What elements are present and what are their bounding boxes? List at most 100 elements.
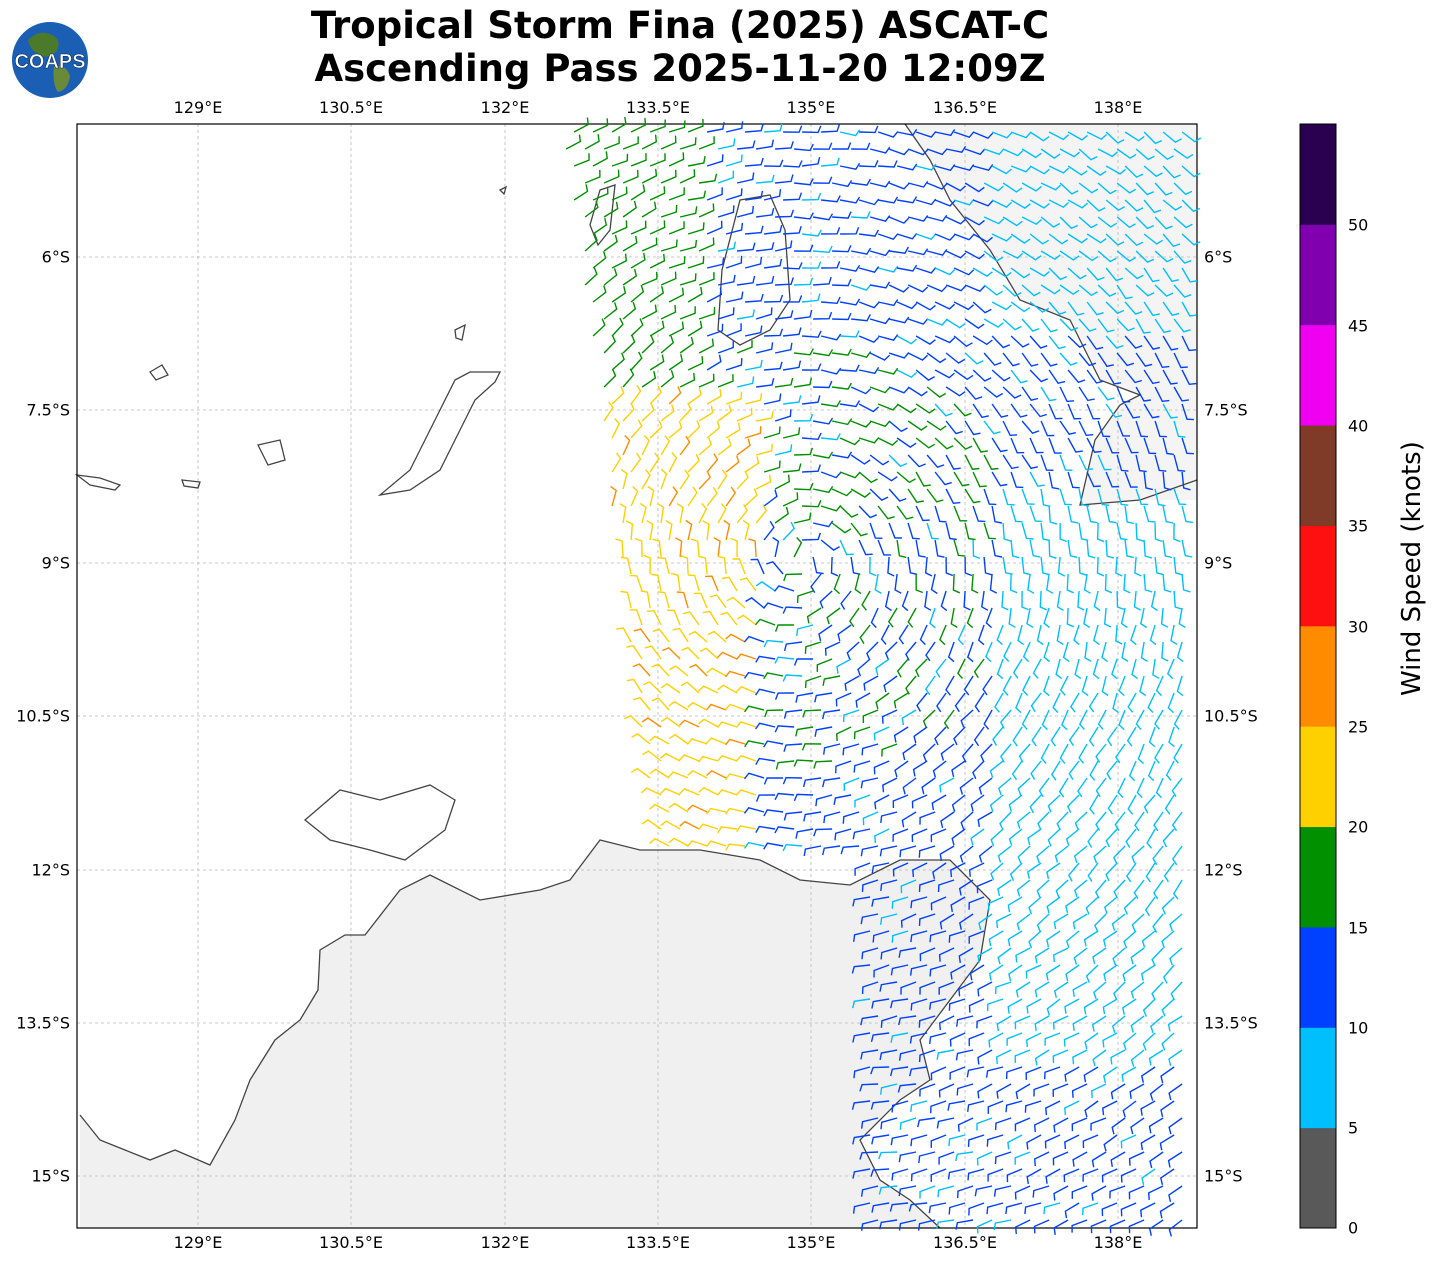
- wind-barb: [1026, 998, 1042, 1014]
- wind-barb: [1086, 199, 1106, 212]
- wind-barb: [953, 131, 975, 139]
- wind-barb: [1094, 913, 1107, 933]
- wind-barb: [641, 335, 655, 354]
- wind-barb: [630, 452, 642, 473]
- wind-barb: [1141, 930, 1156, 948]
- wind-barb: [972, 437, 988, 453]
- wind-barb: [1010, 335, 1030, 348]
- wind-barb: [1121, 641, 1129, 662]
- wind-barb: [915, 658, 928, 678]
- wind-barb: [755, 504, 768, 524]
- wind-barb: [1059, 352, 1078, 366]
- wind-barb: [1143, 505, 1156, 523]
- wind-barb: [813, 380, 833, 389]
- wind-barb: [986, 1202, 1004, 1215]
- wind-barb: [1040, 250, 1061, 261]
- wind-barb: [1077, 777, 1088, 798]
- wind-barb: [1044, 1032, 1061, 1046]
- wind-barb: [1140, 641, 1148, 663]
- wind-barb: [931, 794, 947, 811]
- wind-barb: [1086, 131, 1108, 141]
- wind-barb: [1161, 641, 1169, 662]
- wind-barb: [1124, 403, 1141, 419]
- wind-barb: [668, 420, 683, 439]
- wind-barb: [803, 811, 822, 822]
- wind-barb: [1181, 437, 1194, 455]
- wind-barb: [1172, 879, 1183, 900]
- wind-barb: [1016, 879, 1031, 897]
- wind-barb: [953, 198, 975, 206]
- wind-barb: [1034, 1049, 1050, 1066]
- wind-barb: [1103, 1066, 1118, 1083]
- wind-barb: [988, 964, 1004, 981]
- wind-barb: [793, 759, 814, 767]
- wind-barb: [890, 998, 909, 1009]
- wind-barb: [1005, 1066, 1023, 1080]
- wind-barb: [1009, 573, 1018, 594]
- wind-barb: [953, 369, 974, 381]
- wind-barb: [641, 237, 658, 252]
- wind-barb: [725, 807, 746, 815]
- wind-barb: [676, 503, 684, 524]
- wind-barb: [1021, 318, 1040, 332]
- wind-barb: [702, 520, 710, 541]
- wind-barb: [881, 709, 898, 724]
- wind-barb: [1124, 505, 1135, 525]
- wind-barb: [889, 1202, 909, 1212]
- wind-barb: [879, 845, 898, 857]
- wind-barb: [859, 125, 879, 134]
- wind-barb: [641, 271, 658, 286]
- wind-barb: [858, 266, 880, 274]
- wind-barb: [832, 312, 852, 321]
- wind-barb: [1133, 590, 1142, 611]
- wind-barb: [896, 539, 907, 559]
- wind-barb: [724, 703, 746, 711]
- wind-barb: [860, 845, 879, 857]
- wind-barb: [687, 574, 700, 592]
- wind-barb: [1085, 964, 1099, 983]
- wind-barb: [1010, 369, 1028, 384]
- wind-barb: [1097, 318, 1115, 333]
- wind-barb: [1135, 454, 1147, 473]
- wind-barb: [725, 486, 737, 507]
- wind-barb: [679, 206, 698, 218]
- wind-barb: [783, 125, 803, 133]
- wind-barb: [955, 1049, 974, 1061]
- wind-barb: [839, 505, 859, 518]
- wind-barb: [698, 437, 713, 456]
- wind-barb: [679, 273, 697, 286]
- wind-barb: [980, 743, 993, 763]
- wind-barb: [1096, 556, 1105, 577]
- wind-barb: [822, 709, 841, 720]
- wind-barb: [717, 205, 735, 218]
- wind-barb: [802, 464, 821, 473]
- wind-barb: [991, 131, 1013, 139]
- wind-barb: [649, 837, 670, 847]
- wind-barb: [861, 879, 879, 892]
- wind-barb: [713, 537, 721, 558]
- wind-barb: [1074, 658, 1082, 680]
- wind-barb: [919, 1083, 936, 1097]
- wind-barb: [793, 793, 814, 802]
- wind-barb: [915, 131, 937, 138]
- wind-barb: [873, 964, 890, 978]
- lon-tick-bottom: 138°E: [1093, 1233, 1143, 1252]
- wind-barb: [930, 1066, 947, 1081]
- wind-barb: [783, 225, 802, 235]
- wind-barb: [802, 500, 822, 508]
- wind-barb: [934, 267, 956, 276]
- wind-barb: [1095, 743, 1107, 763]
- wind-barb: [802, 293, 821, 303]
- wind-barb: [850, 488, 871, 498]
- wind-barb: [705, 703, 727, 711]
- wind-barb: [1162, 828, 1175, 848]
- wind-barb: [977, 981, 993, 997]
- wind-barb: [1029, 794, 1042, 814]
- wind-barb: [890, 964, 909, 976]
- wind-barb: [1003, 641, 1012, 662]
- wind-barb: [1181, 369, 1197, 386]
- wind-barb: [888, 352, 910, 359]
- wind-barb: [955, 1151, 974, 1162]
- wind-barb: [630, 117, 647, 133]
- wind-barb: [679, 372, 696, 388]
